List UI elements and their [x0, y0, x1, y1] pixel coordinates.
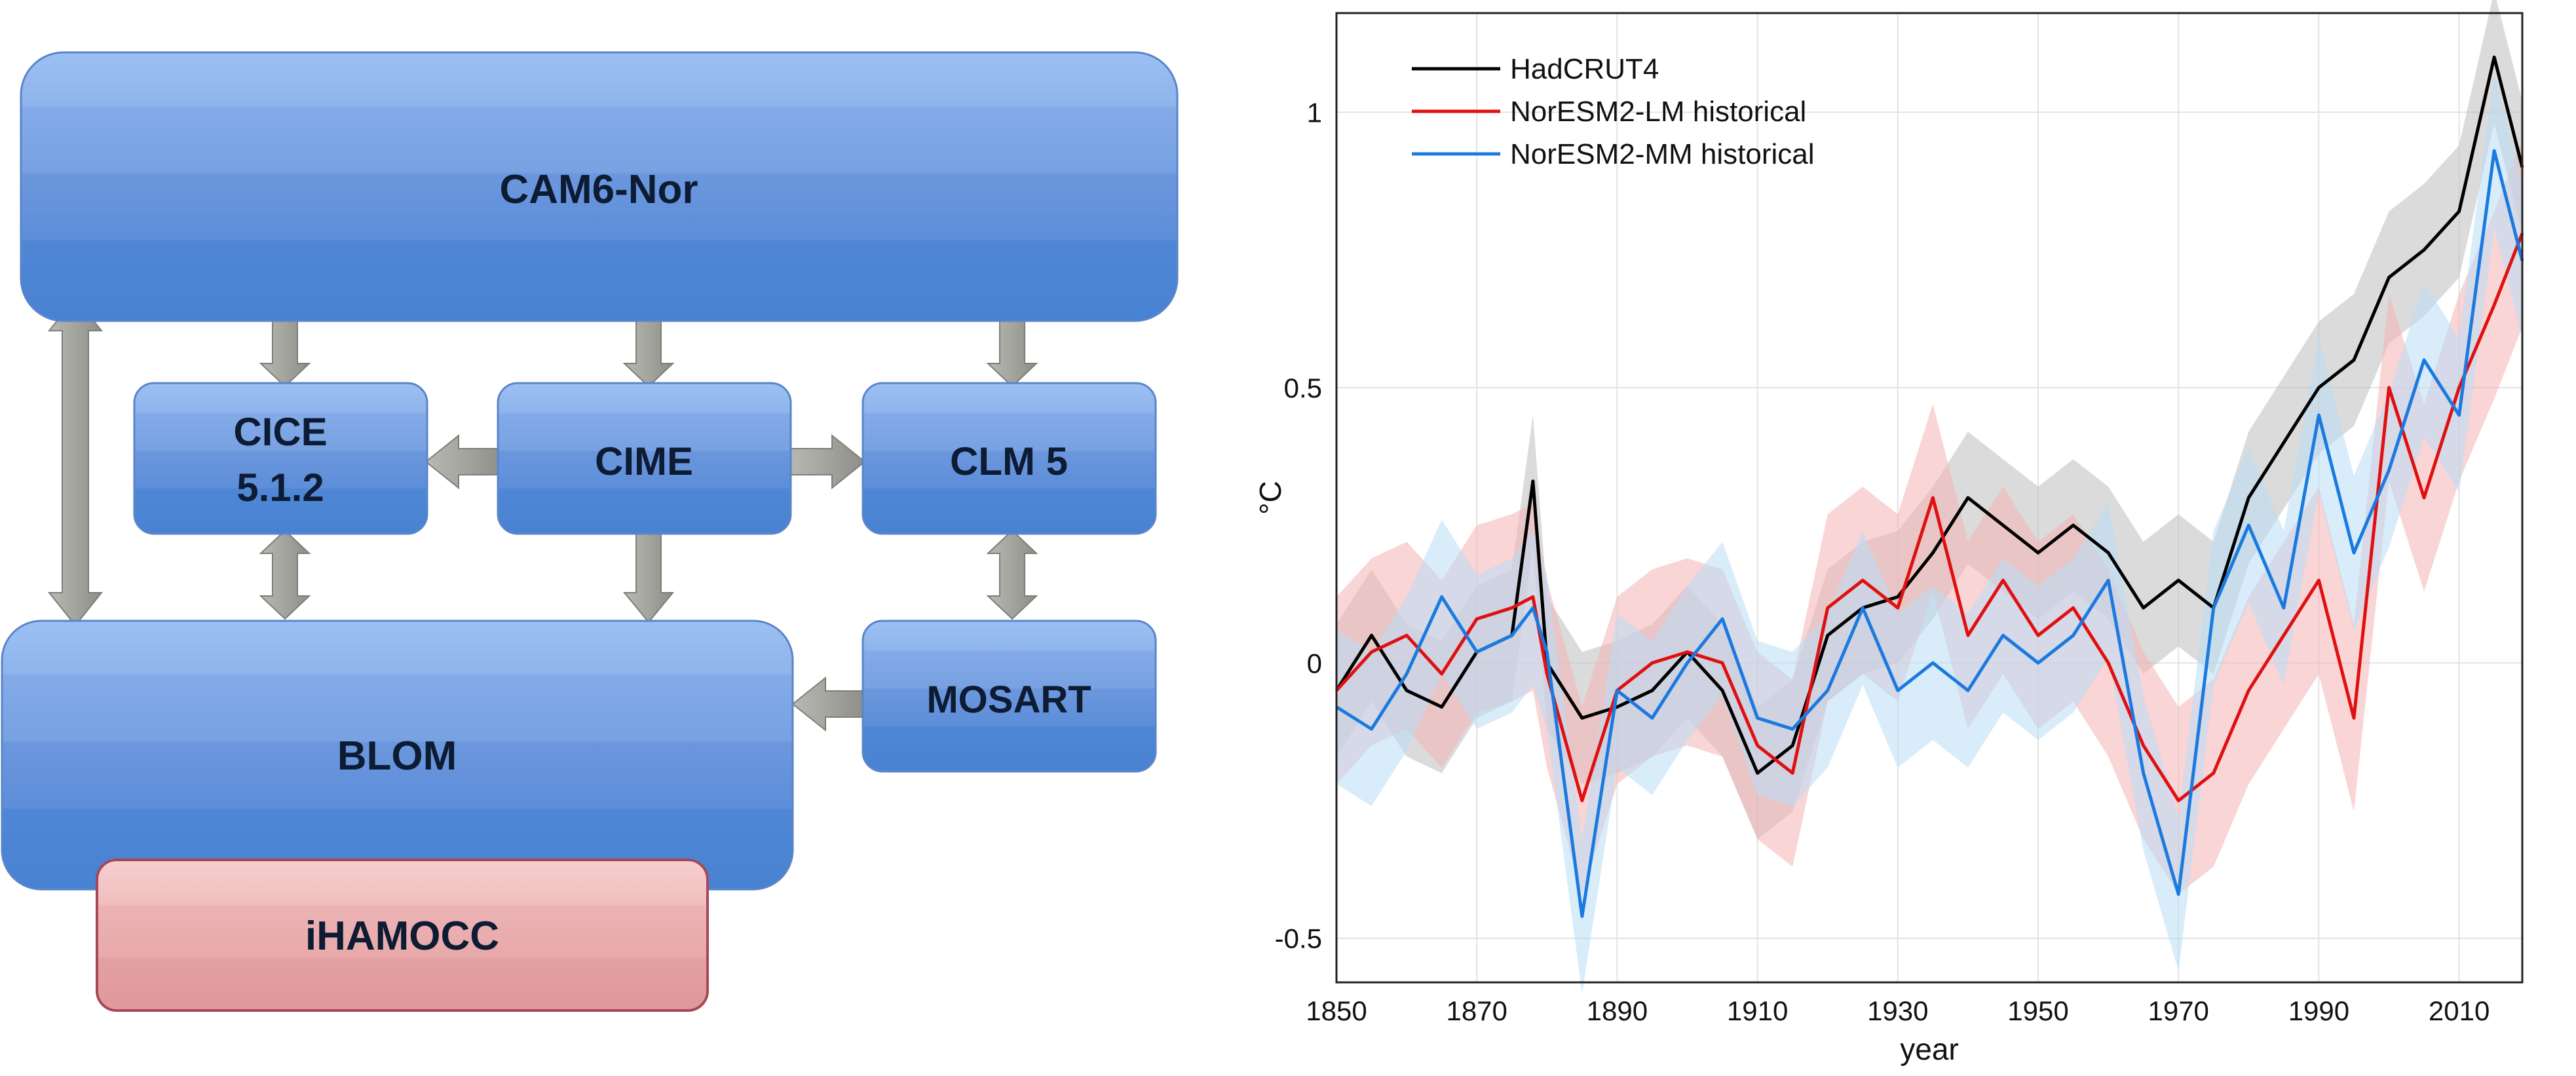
cam6-nor-label: CAM6-Nor: [499, 167, 698, 212]
mosart-box: MOSART: [862, 620, 1157, 773]
cime-blom-arrow: [622, 533, 675, 623]
chart-legend: HadCRUT4 NorESM2-LM historical NorESM2-MM …: [1412, 53, 1815, 170]
y-axis-label: °C: [1253, 481, 1287, 515]
cam-blom-arrow: [47, 297, 104, 627]
y-tick-label: 0: [1307, 648, 1322, 678]
cam6-nor-box: CAM6-Nor: [20, 51, 1179, 322]
x-tick-label: 1990: [2288, 995, 2349, 1026]
ihamocc-box: iHAMOCC: [96, 859, 709, 1012]
cice-label-line2: 5.1.2: [237, 466, 324, 510]
x-tick-labels: 1850 1870 1890 1910 1930 1950 1970 1990 2010: [1306, 995, 2490, 1026]
y-tick-label: 1: [1307, 97, 1322, 128]
y-tick-labels: -0.5 0 0.5 1: [1275, 97, 1322, 954]
x-tick-label: 1970: [2148, 995, 2208, 1026]
series-lines: [1335, 55, 2524, 918]
x-tick-label: 1950: [2007, 995, 2068, 1026]
mosart-blom-arrow: [791, 676, 865, 732]
ihamocc-label: iHAMOCC: [305, 914, 499, 959]
blom-box: BLOM: [1, 620, 794, 891]
series-line: [1335, 232, 2524, 802]
cice-blom-arrow: [259, 529, 311, 620]
cice-label-line1: CICE: [233, 410, 327, 454]
cime-cice-arrow: [425, 434, 505, 490]
uncertainty-band: [1336, 73, 2522, 993]
temperature-anomaly-chart: 1850 1870 1890 1910 1930 1950 1970 1990 2010 -0.…: [1253, 0, 2524, 1066]
model-component-diagram: CAM6-Nor CICE 5.1.2 CIME CLM 5 MOSART BL…: [1, 51, 1179, 1012]
x-tick-label: 1850: [1306, 995, 1367, 1026]
series-line: [1335, 55, 2524, 775]
legend-label: NorESM2-MM historical: [1510, 138, 1815, 170]
blom-label: BLOM: [337, 733, 457, 779]
y-tick-label: -0.5: [1275, 923, 1322, 954]
y-tick-label: 0.5: [1284, 373, 1322, 403]
legend-label: NorESM2-LM historical: [1510, 96, 1806, 128]
cime-box: CIME: [497, 382, 792, 535]
series-line: [1335, 149, 2524, 918]
legend-label: HadCRUT4: [1510, 53, 1659, 85]
x-tick-label: 1910: [1727, 995, 1788, 1026]
plot-frame: [1335, 12, 2524, 984]
mosart-label: MOSART: [926, 678, 1091, 721]
clm-mosart-arrow: [986, 529, 1038, 620]
cime-label: CIME: [595, 439, 693, 483]
x-axis-label: year: [1900, 1032, 1958, 1066]
coupling-arrows: [47, 297, 1038, 732]
cime-clm-arrow: [789, 434, 866, 490]
uncertainty-bands: [1336, 0, 2522, 993]
clm5-box: CLM 5: [862, 382, 1157, 535]
x-tick-label: 1930: [1867, 995, 1928, 1026]
x-tick-label: 2010: [2429, 995, 2490, 1026]
clm5-label: CLM 5: [950, 439, 1068, 483]
x-tick-label: 1890: [1587, 995, 1648, 1026]
x-tick-label: 1870: [1446, 995, 1507, 1026]
cice-box: CICE 5.1.2: [133, 382, 428, 535]
